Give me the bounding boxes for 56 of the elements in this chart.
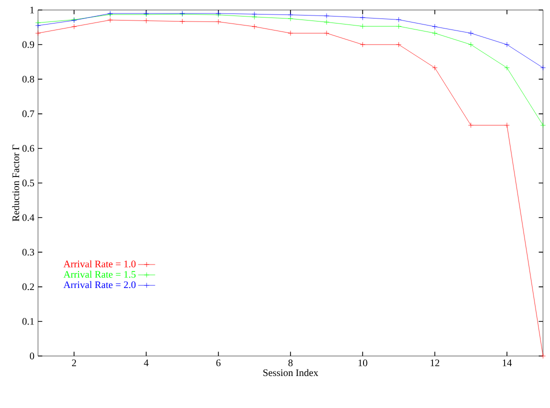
y-axis-title: Reduction Factor Γ [12,144,20,222]
y-tick-label: 0 [30,352,34,360]
y-tick-label: 0.3 [22,248,34,256]
point [107,17,113,23]
legend-label: Arrival Rate = 2.0 [63,281,136,288]
legend-label: Arrival Rate = 1.0 [63,260,136,268]
point [35,30,41,36]
point [324,13,330,19]
point [504,42,510,48]
point [396,24,402,29]
x-tick-label: 14 [502,360,512,366]
y-tick-label: 0.1 [22,318,34,325]
x-tick-label: 4 [144,360,149,366]
legend-label: Arrival Rate = 1.5 [63,270,136,278]
y-tick-label: 0.8 [22,76,34,83]
point [252,24,258,30]
y-tick-label: 0.6 [22,145,34,152]
x-tick-label: 10 [358,360,368,366]
point [504,65,510,70]
point [432,24,438,30]
point [252,11,258,17]
point [468,42,474,48]
x-tick-label: 12 [430,360,440,366]
point [288,16,294,22]
point [396,16,402,22]
y-tick-label: 0.4 [22,214,34,221]
x-tick-label: 2 [72,360,76,366]
point [288,30,294,36]
point [144,18,149,24]
point [71,24,77,30]
y-tick-label: 0.7 [22,110,34,118]
x-tick-label: 6 [216,360,221,366]
point [540,353,546,359]
point [216,19,222,24]
point [432,30,438,36]
point [396,42,402,48]
point [35,22,41,28]
y-tick-label: 0.9 [22,41,34,48]
point [468,122,474,128]
point [540,122,546,128]
point [288,12,294,18]
x-tick-label: 8 [288,360,293,366]
point [180,18,185,24]
point [432,65,438,70]
point [324,30,330,36]
x-axis-title: Session Index [263,369,318,376]
point [360,24,366,29]
point [540,65,546,70]
point [360,42,366,48]
point [468,30,474,36]
y-tick-label: 1 [30,6,34,14]
y-tick-label: 0.5 [22,180,34,186]
point [504,122,510,128]
y-tick-label: 0.2 [22,283,34,290]
point [324,19,330,25]
point [360,14,366,20]
